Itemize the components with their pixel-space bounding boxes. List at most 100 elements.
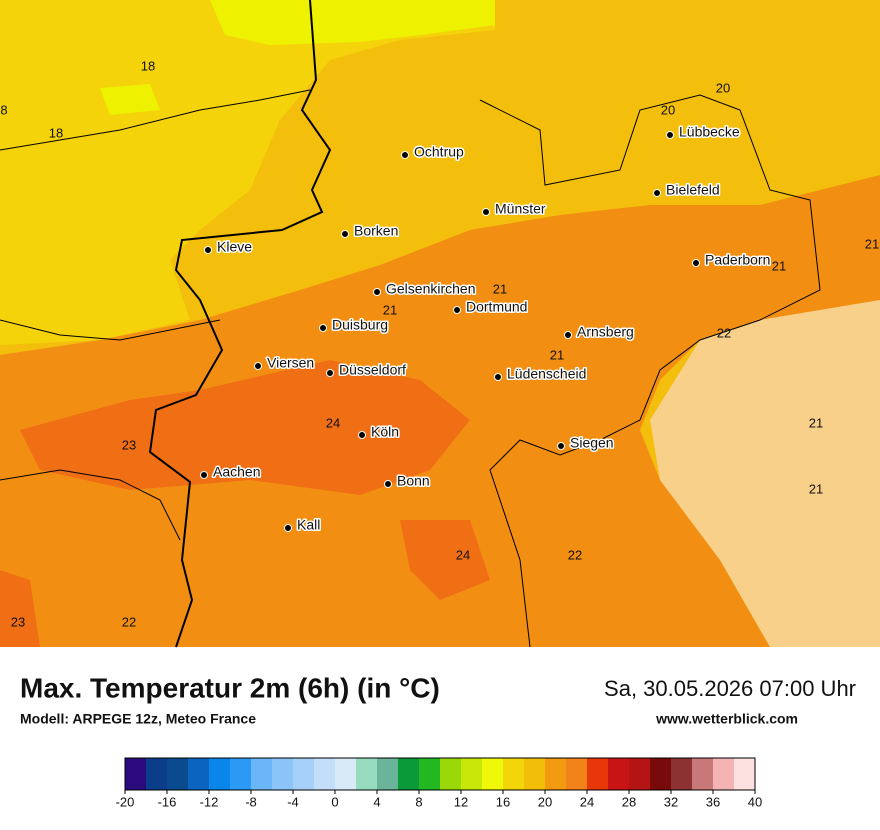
contour-label: 21 — [772, 258, 786, 273]
city-dot — [692, 259, 700, 267]
city-dot — [564, 331, 572, 339]
colorbar-swatch — [566, 758, 588, 790]
contour-label: 22 — [122, 614, 136, 629]
contour-label: 21 — [865, 236, 879, 251]
city-label: Münster — [495, 201, 546, 217]
city-dot — [341, 230, 349, 238]
colorbar-swatch — [482, 758, 504, 790]
colorbar-swatch — [545, 758, 567, 790]
contour-label: 21 — [809, 481, 823, 496]
contour-label: 20 — [661, 102, 675, 117]
city-dot — [653, 189, 661, 197]
city-label: Paderborn — [705, 252, 770, 268]
city-dot — [200, 471, 208, 479]
colorbar-swatch — [167, 758, 189, 790]
colorbar-swatch — [293, 758, 315, 790]
contour-label: 18 — [49, 125, 63, 140]
city-dot — [326, 369, 334, 377]
colorbar-tick-label: 24 — [580, 794, 594, 809]
contour-label: 23 — [11, 614, 25, 629]
colorbar-swatch — [377, 758, 399, 790]
city-label: Aachen — [213, 464, 260, 480]
contour-label-layer: 18 8 18 20 20 21 21 21 21 22 21 24 23 21 21 24 22 23 22 — [0, 58, 879, 629]
city-dot — [358, 431, 366, 439]
colorbar-frame — [124, 757, 756, 791]
colorbar-swatch — [314, 758, 336, 790]
colorbar-swatch — [230, 758, 252, 790]
region — [20, 360, 470, 495]
contour-label: 8 — [0, 102, 7, 117]
colorbar-swatch — [713, 758, 735, 790]
colorbar-swatch — [734, 758, 756, 790]
contour-label: 20 — [716, 80, 730, 95]
state-border — [479, 94, 821, 648]
city-label: Köln — [371, 424, 399, 440]
region — [0, 570, 40, 647]
colorbar-tick-label: -20 — [116, 794, 135, 809]
national-border — [148, 0, 332, 648]
city-label: Lüdenscheid — [507, 366, 586, 382]
city-label: Düsseldorf — [339, 362, 406, 378]
city-label: Arnsberg — [577, 324, 634, 340]
title: Max. Temperatur 2m (6h) (in °C) — [20, 672, 440, 703]
contour-label: 24 — [326, 415, 340, 430]
colorbar-swatch — [125, 758, 147, 790]
colorbar-swatch — [692, 758, 714, 790]
contour-label: 22 — [717, 325, 731, 340]
city-label: Viersen — [267, 355, 314, 371]
city-label: Dortmund — [466, 299, 527, 315]
contour-label: 21 — [809, 415, 823, 430]
colorbar-swatch — [608, 758, 630, 790]
colorbar-tick-label: 12 — [454, 794, 468, 809]
colorbar-tick-label: 28 — [622, 794, 636, 809]
city-dot — [453, 306, 461, 314]
contour-label: 24 — [456, 547, 470, 562]
city-dot — [373, 288, 381, 296]
city-dot — [557, 442, 565, 450]
colorbar-tick-label: 20 — [538, 794, 552, 809]
website: www.wetterblick.com — [655, 711, 798, 727]
city-layer: Ochtrup Lübbecke Bielefeld Münster Borken Kle… — [200, 122, 772, 534]
contour-label: 21 — [383, 302, 397, 317]
colorbar-swatch — [272, 758, 294, 790]
model-info: Modell: ARPEGE 12z, Meteo France — [20, 711, 256, 727]
colorbar-swatch — [146, 758, 168, 790]
colorbar-swatch — [209, 758, 231, 790]
city-label: Siegen — [570, 435, 614, 451]
colorbar-tick-label: 16 — [496, 794, 510, 809]
city-dot — [284, 524, 292, 532]
colorbar-tick-label: 40 — [748, 794, 762, 809]
state-border — [0, 89, 311, 151]
colorbar-tick-label: -12 — [200, 794, 219, 809]
colorbar-tick-label: 8 — [415, 794, 422, 809]
city-label: Kall — [297, 517, 320, 533]
region — [100, 84, 160, 115]
city-dot — [254, 362, 262, 370]
city-label: Ochtrup — [414, 144, 464, 160]
colorbar-swatch — [440, 758, 462, 790]
city-label: Bonn — [397, 473, 430, 489]
city-dot — [401, 151, 409, 159]
colorbar-swatch — [251, 758, 273, 790]
contour-label: 23 — [122, 437, 136, 452]
contour-label: 21 — [550, 347, 564, 362]
city-label: Duisburg — [332, 317, 388, 333]
date: Sa, 30.05.2026 07:00 Uhr — [604, 676, 856, 701]
colorbar: -20 -16 -12 -8 -4 0 4 8 12 16 20 24 28 32 36 40 — [116, 757, 762, 809]
colorbar-tick-label: -8 — [245, 794, 257, 809]
colorbar-swatch — [356, 758, 378, 790]
city-dot — [666, 131, 674, 139]
city-label: Kleve — [217, 239, 252, 255]
map — [0, 0, 880, 648]
colorbar-swatch — [461, 758, 483, 790]
region — [210, 0, 495, 45]
city-dot — [384, 480, 392, 488]
colorbar-tick-label: -4 — [287, 794, 299, 809]
city-label: Borken — [354, 223, 398, 239]
city-dot — [319, 324, 327, 332]
colorbar-swatch — [524, 758, 546, 790]
contour-label: 22 — [568, 547, 582, 562]
colorbar-tick-label: 4 — [373, 794, 380, 809]
city-dot — [482, 208, 490, 216]
